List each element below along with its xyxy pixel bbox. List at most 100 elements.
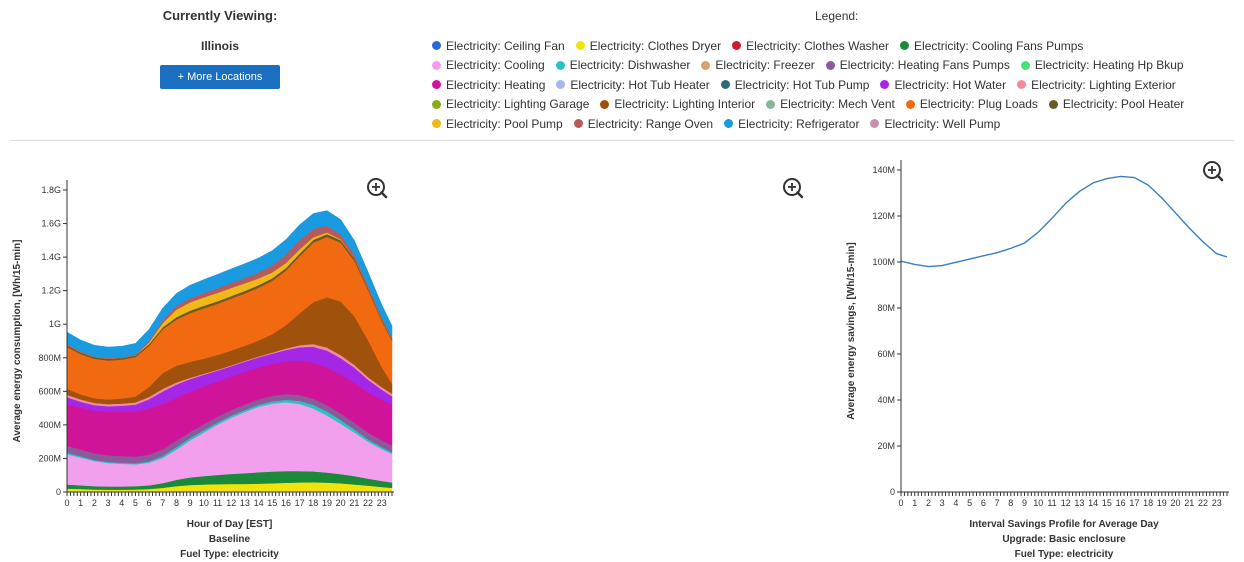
y-axis-title: Average energy savings, [Wh/15-min] [846, 242, 857, 419]
chart-caption: Baseline [209, 534, 251, 545]
legend-item[interactable]: Electricity: Cooling Fans Pumps [900, 39, 1083, 53]
legend-row: Electricity: Ceiling Fan Electricity: Clo… [432, 36, 1244, 56]
more-locations-button[interactable]: + More Locations [160, 65, 280, 89]
x-tick-label: 13 [1074, 498, 1084, 508]
x-tick-label: 15 [1102, 498, 1112, 508]
x-tick-label: 22 [363, 498, 373, 508]
legend-item[interactable]: Electricity: Well Pump [870, 117, 1000, 131]
x-tick-label: 23 [377, 498, 387, 508]
x-tick-label: 23 [1212, 498, 1222, 508]
legend-label: Electricity: Freezer [715, 58, 815, 73]
legend-item[interactable]: Electricity: Dishwasher [555, 58, 690, 72]
y-tick-label: 1.8G [41, 185, 61, 195]
legend-label: Electricity: Refrigerator [738, 116, 860, 131]
legend-item[interactable]: Electricity: Pool Heater [1048, 97, 1185, 112]
legend-swatch [555, 60, 565, 70]
x-tick-label: 18 [308, 498, 318, 508]
legend-swatch [600, 99, 610, 109]
x-axis-title: Hour of Day [EST] [187, 519, 273, 530]
zoom-in-icon[interactable] [1203, 161, 1224, 182]
legend-swatch [701, 60, 711, 70]
x-tick-label: 15 [267, 498, 277, 508]
legend-item[interactable]: Electricity: Clothes Dryer [575, 39, 721, 53]
legend-item[interactable]: Electricity: Clothes Washer [732, 39, 889, 53]
x-tick-label: 4 [953, 498, 958, 508]
legend-swatch [556, 80, 566, 90]
x-tick-label: 12 [226, 498, 236, 508]
legend-label: Electricity: Heating Fans Pumps [839, 58, 1010, 73]
legend-item[interactable]: Electricity: Lighting Garage [432, 97, 589, 111]
zoom-handle [1216, 174, 1224, 182]
x-tick-label: 20 [1171, 498, 1181, 508]
x-tick-label: 16 [281, 498, 291, 508]
legend-item[interactable]: Electricity: Pool Pump [432, 117, 563, 131]
x-tick-label: 6 [147, 498, 152, 508]
legend-item[interactable]: Electricity: Refrigerator [724, 117, 859, 131]
legend-swatch [724, 119, 734, 129]
y-tick-label: 20M [877, 441, 895, 451]
legend-item[interactable]: Electricity: Hot Tub Heater [556, 78, 710, 92]
x-tick-label: 11 [1047, 498, 1056, 508]
y-tick-label: 800M [38, 353, 61, 363]
x-tick-label: 2 [926, 498, 931, 508]
legend-item[interactable]: Electricity: Mech Vent [766, 97, 895, 111]
legend-item[interactable]: Electricity: Hot Tub Pump [720, 78, 869, 92]
chart-caption: Fuel Type: electricity [180, 549, 279, 560]
legend-swatch [900, 41, 910, 51]
legend-title: Legend: [815, 9, 859, 23]
legend-swatch [432, 80, 441, 90]
y-tick-label: 1G [49, 319, 61, 329]
x-tick-label: 10 [1033, 498, 1043, 508]
legend-item[interactable]: Electricity: Freezer [701, 58, 815, 73]
x-tick-label: 1 [912, 498, 917, 508]
upgrade-chart: 0200M400M600M800M1G1.2G1.4G1.6G1.8G01234… [783, 178, 804, 199]
legend-label: Electricity: Clothes Washer [746, 38, 890, 53]
zoom-in-icon[interactable] [367, 178, 388, 199]
y-tick-label: 80M [877, 303, 895, 313]
x-tick-label: 22 [1198, 498, 1208, 508]
x-tick-label: 14 [1088, 498, 1098, 508]
legend-item[interactable]: Electricity: Hot Water [880, 78, 1006, 92]
x-tick-label: 20 [336, 498, 346, 508]
legend-swatch [825, 60, 835, 70]
legend-label: Electricity: Plug Loads [919, 97, 1038, 112]
legend-item[interactable]: Electricity: Lighting Interior [600, 97, 755, 111]
y-tick-label: 120M [872, 211, 895, 221]
legend-item[interactable]: Electricity: Heating [432, 78, 545, 92]
legend-row: Electricity: Cooling Electricity: Dishwas… [432, 56, 1244, 76]
x-tick-label: 0 [898, 498, 903, 508]
x-tick-label: 7 [160, 498, 165, 508]
legend-item[interactable]: Electricity: Range Oven [573, 116, 714, 131]
legend-row: Electricity: Lighting Garage Electricity:… [432, 95, 1244, 115]
x-tick-label: 13 [240, 498, 250, 508]
y-tick-label: 40M [877, 395, 895, 405]
legend-label: Electricity: Cooling Fans Pumps [914, 38, 1084, 53]
legend-label: Electricity: Lighting Exterior [1031, 77, 1176, 92]
viewing-panel: Currently Viewing: Illinois + More Locat… [120, 8, 320, 89]
x-tick-label: 1 [78, 498, 83, 508]
legend-swatch [1020, 60, 1030, 70]
legend-item[interactable]: Electricity: Heating Fans Pumps [825, 58, 1010, 73]
zoom-handle [380, 191, 388, 199]
legend-item[interactable]: Electricity: Ceiling Fan [432, 39, 565, 53]
savings-line [900, 175, 1228, 268]
legend-swatch [880, 80, 890, 90]
legend-item[interactable]: Electricity: Cooling [432, 58, 545, 72]
legend-label: Electricity: Range Oven [587, 116, 714, 131]
legend-item[interactable]: Electricity: Heating Hp Bkup [1020, 58, 1184, 72]
x-tick-label: 19 [322, 498, 332, 508]
zoom-in-icon[interactable] [783, 178, 804, 199]
x-tick-label: 12 [1061, 498, 1071, 508]
y-tick-label: 100M [872, 257, 895, 267]
x-tick-label: 9 [1022, 498, 1027, 508]
legend-item[interactable]: Electricity: Plug Loads [905, 97, 1038, 112]
legend-item[interactable]: Electricity: Lighting Exterior [1017, 78, 1176, 92]
zoom-handle [796, 191, 804, 199]
y-tick-label: 1.6G [41, 219, 61, 229]
legend-label: Electricity: Pool Heater [1062, 97, 1185, 112]
legend-row: Electricity: Pool Pump Electricity: Range… [432, 114, 1244, 134]
x-tick-label: 14 [254, 498, 264, 508]
legend-label: Electricity: Well Pump [884, 116, 1001, 131]
y-tick-label: 0 [890, 487, 895, 497]
